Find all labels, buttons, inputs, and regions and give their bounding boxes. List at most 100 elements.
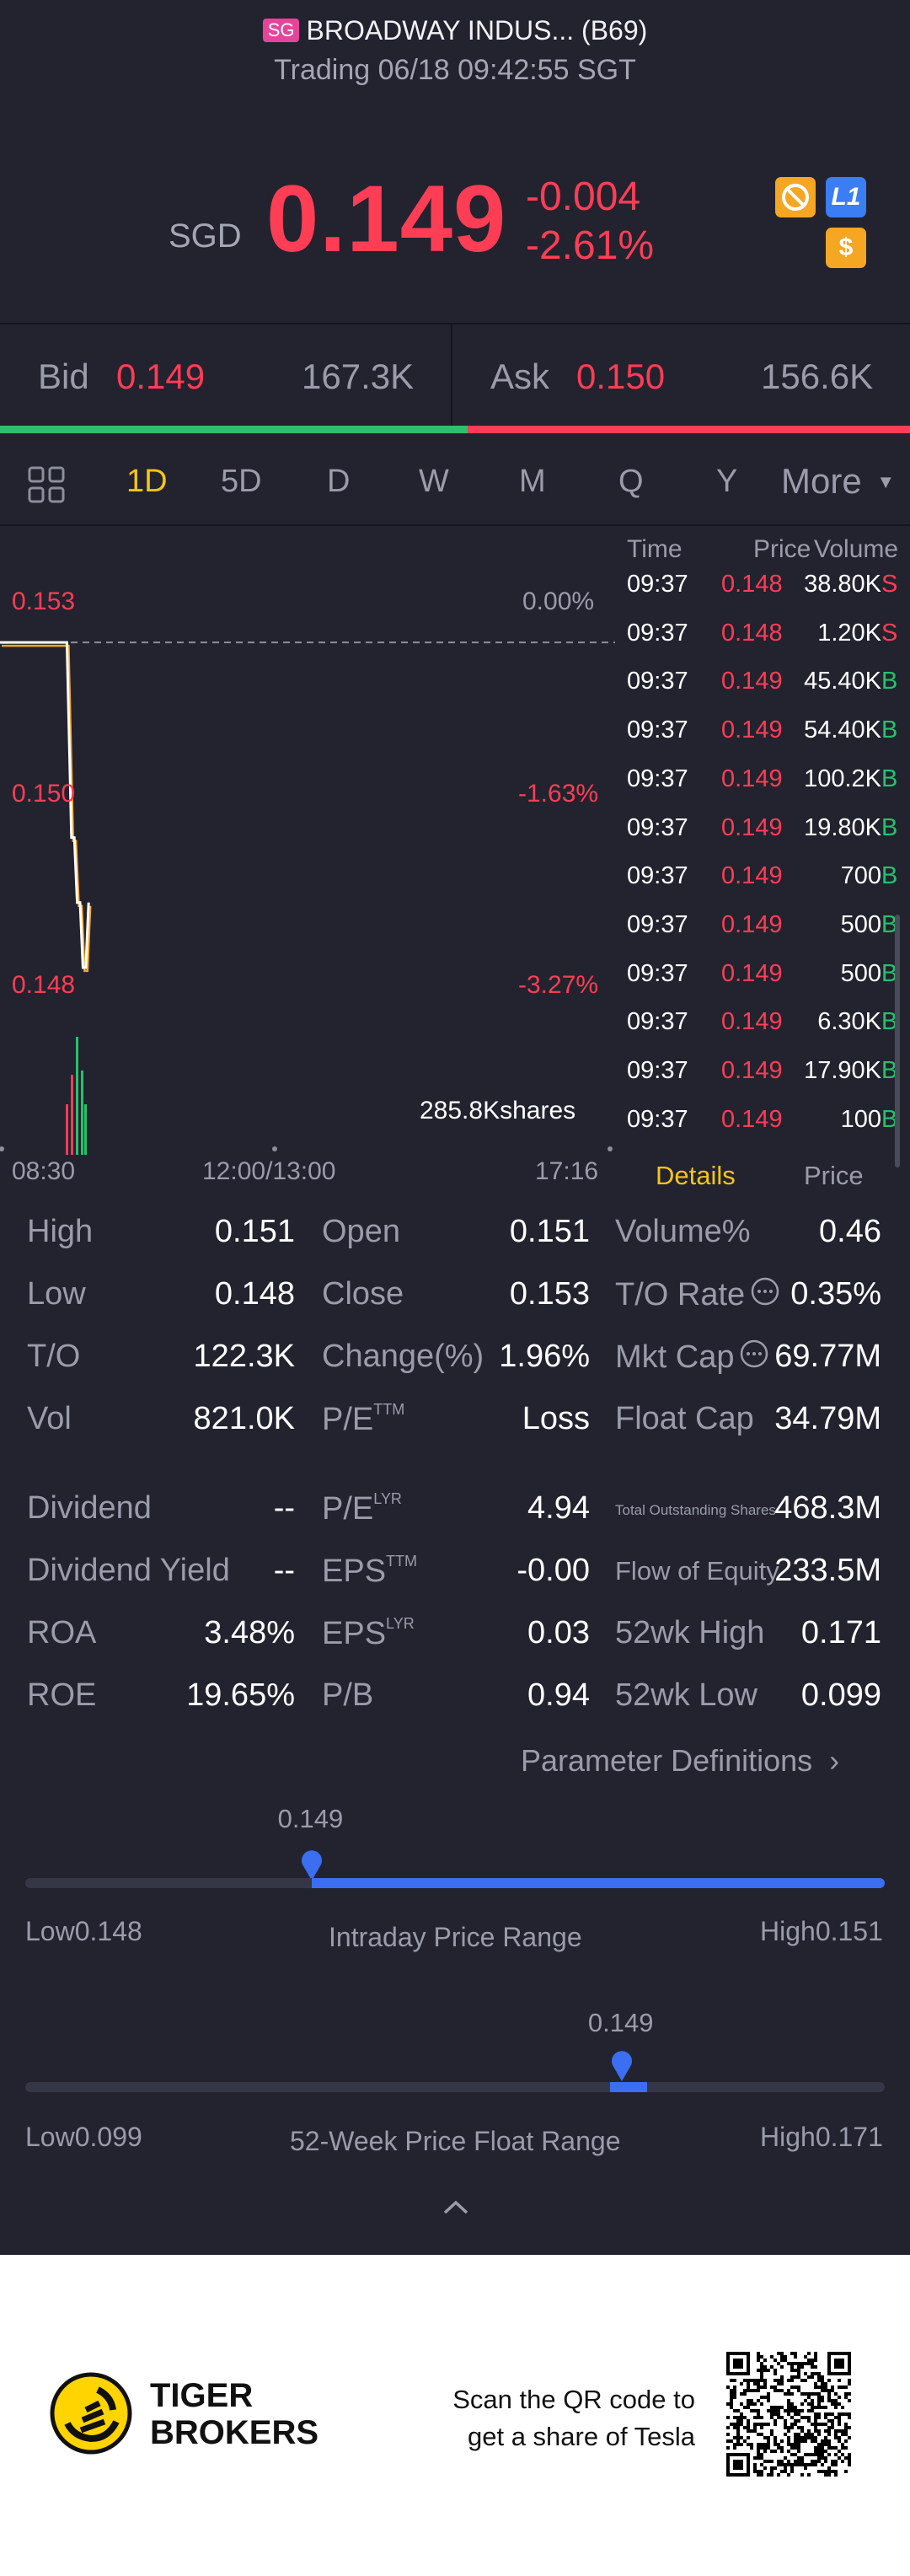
bid-price: 0.149 — [116, 357, 206, 396]
intraday-fill — [311, 1878, 885, 1888]
promo-text: Scan the QR code to get a share of Tesla — [438, 2381, 695, 2455]
tab-w[interactable]: W — [419, 464, 449, 499]
tab-more[interactable]: More ▼ — [781, 455, 895, 508]
week52-high: High0.171 — [760, 2122, 883, 2153]
qr-code[interactable] — [726, 2352, 851, 2477]
week52-title: 52-Week Price Float Range — [290, 2126, 621, 2156]
dollar-icon[interactable]: $ — [826, 228, 866, 268]
trade-price: 0.148 — [721, 571, 783, 598]
stat-label-superscript: LYR — [373, 1490, 402, 1507]
volume-bar — [71, 1075, 73, 1155]
x-label-lunch: 12:00/13:00 — [202, 1157, 336, 1185]
stock-name: BROADWAY INDUS... (B69) — [306, 15, 648, 46]
info-more-icon[interactable] — [739, 1339, 769, 1377]
tab-1d[interactable]: 1D — [126, 464, 168, 499]
trade-side: B — [881, 765, 898, 792]
stat-label: EPSLYR — [322, 1615, 415, 1652]
stat-label-text: Change(%) — [322, 1339, 484, 1374]
trade-side: S — [881, 571, 898, 598]
trade-price: 0.149 — [721, 668, 783, 695]
bid-ask-bar[interactable]: Bid 0.149 167.3K Ask 0.150 156.6K — [0, 325, 910, 426]
stat-value: 0.03 — [527, 1615, 590, 1650]
no-sign-icon[interactable] — [775, 177, 816, 217]
stat-label: T/O Rate — [615, 1276, 780, 1315]
stat-value: 0.099 — [800, 1677, 881, 1713]
x-label-end: 17:16 — [535, 1157, 599, 1185]
tab-d[interactable]: D — [327, 464, 351, 499]
tab-details[interactable]: Details — [656, 1161, 736, 1190]
stat-label-superscript: LYR — [386, 1615, 415, 1632]
axis-tick — [0, 1146, 4, 1151]
trade-time: 09:37 — [627, 619, 688, 647]
bid-size: 167.3K — [302, 357, 415, 396]
tab-y[interactable]: Y — [716, 464, 738, 499]
trade-time: 09:37 — [627, 716, 688, 744]
stat-label: Mkt Cap — [615, 1339, 769, 1377]
parameter-definitions-link[interactable]: Parameter Definitions › — [521, 1743, 839, 1779]
brand-line-1: TIGER — [150, 2377, 254, 2414]
trade-row: 09:37 0.148 1.20K S — [615, 620, 910, 662]
trade-volume: 54.40K — [804, 716, 881, 744]
bid-ask-divider — [451, 325, 452, 426]
y-label-mid: 0.150 — [12, 780, 76, 808]
stat-label: Float Cap — [615, 1401, 754, 1437]
more-label: More — [781, 461, 862, 501]
trade-ticker[interactable]: Time Price Volume 09:37 0.148 38.80K S 09:37… — [615, 527, 910, 1190]
volume-bar — [66, 1104, 68, 1155]
stats-grid: High 0.151 Low 0.148 T/O 122.3K Vol 821.0K Divid… — [0, 1214, 910, 1787]
trade-price: 0.149 — [721, 862, 783, 890]
trade-price: 0.149 — [721, 813, 783, 841]
tab-5d[interactable]: 5D — [221, 464, 262, 499]
tiger-logo-icon — [49, 2371, 133, 2460]
stat-label: Flow of Equity — [615, 1556, 779, 1586]
week52-track — [25, 2082, 885, 2092]
trade-volume: 19.80K — [804, 813, 881, 841]
stock-title: SG BROADWAY INDUS... (B69) — [0, 15, 910, 46]
trade-row: 09:37 0.149 500 B — [615, 960, 910, 1002]
tab-q[interactable]: Q — [618, 464, 644, 499]
trade-time: 09:37 — [627, 1008, 688, 1036]
stat-label-text: High — [27, 1214, 94, 1249]
currency-label: SGD — [169, 217, 242, 255]
axis-tick — [608, 1146, 613, 1151]
stat-value: 0.35% — [790, 1276, 881, 1312]
stat-label-text: ROA — [27, 1615, 97, 1650]
period-tabs: 1D 5D D W M Q Y More ▼ — [0, 455, 910, 523]
trade-time: 09:37 — [627, 1105, 688, 1133]
trade-time: 09:37 — [627, 571, 688, 598]
trade-row: 09:37 0.149 19.80K B — [615, 814, 910, 856]
chevron-up-icon[interactable] — [442, 2198, 469, 2219]
ask-price: 0.150 — [576, 357, 666, 396]
col-header-time: Time — [627, 535, 682, 563]
stat-label-text: EPS — [322, 1554, 387, 1589]
chevron-right-icon: › — [829, 1743, 840, 1778]
tab-m[interactable]: M — [519, 464, 546, 499]
stat-value: 0.153 — [509, 1276, 590, 1312]
volume-label: 285.8Kshares — [420, 1097, 576, 1124]
trade-volume: 1.20K — [817, 619, 881, 647]
price-change: -0.004 -2.61% — [526, 173, 654, 271]
trade-side: B — [881, 1105, 898, 1133]
brand-name: TIGER BROKERS — [150, 2377, 318, 2451]
market-badge: SG — [262, 19, 300, 42]
stat-value: 468.3M — [774, 1490, 881, 1526]
level1-icon[interactable]: L1 — [826, 177, 866, 217]
tab-price[interactable]: Price — [804, 1161, 864, 1190]
location-pin-icon — [610, 2048, 634, 2086]
intraday-range: 0.149 Low0.148 Intraday Price Range High… — [0, 1804, 910, 1956]
param-link-label: Parameter Definitions — [521, 1743, 813, 1778]
y-label-high: 0.153 — [12, 588, 76, 615]
promo-footer: TIGER BROKERS Scan the QR code to get a … — [0, 2255, 910, 2576]
stat-label-text: Dividend Yield — [27, 1553, 230, 1588]
ticker-scrollbar[interactable] — [895, 915, 900, 1167]
volume-bars — [0, 1037, 613, 1155]
intraday-high: High0.151 — [760, 1916, 883, 1947]
intraday-chart[interactable]: 0.153 0.150 0.148 0.00% -1.63% -3.27% 28… — [0, 527, 615, 1185]
layout-grid-icon[interactable] — [27, 465, 66, 508]
trade-volume: 45.40K — [804, 668, 881, 695]
trade-price: 0.149 — [721, 716, 783, 744]
stat-label-superscript: TTM — [386, 1553, 418, 1570]
stat-value: 0.171 — [800, 1615, 881, 1650]
info-more-icon[interactable] — [750, 1276, 780, 1315]
trade-row: 09:37 0.148 38.80K S — [615, 571, 910, 613]
